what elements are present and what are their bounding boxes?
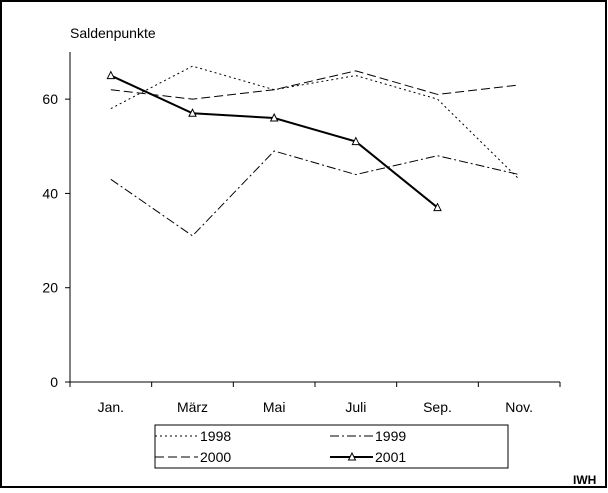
x-tick-label: Mai bbox=[263, 399, 286, 415]
point-marker bbox=[106, 70, 116, 80]
legend-label: 2000 bbox=[200, 449, 231, 465]
legend-label: 1999 bbox=[375, 428, 406, 444]
point-marker bbox=[351, 136, 361, 146]
legend-box bbox=[154, 424, 509, 469]
point-marker bbox=[188, 108, 197, 117]
source: IWH bbox=[573, 473, 596, 487]
x-tick-label: Jan. bbox=[98, 399, 124, 415]
x-tick-label: Juli bbox=[345, 399, 366, 415]
series-line bbox=[110, 150, 520, 237]
legend-label: 1998 bbox=[200, 428, 231, 444]
point-marker bbox=[433, 202, 442, 212]
series-line bbox=[110, 65, 520, 180]
x-tick-label: März bbox=[177, 399, 208, 415]
y-tick-label: 20 bbox=[42, 280, 58, 296]
y-tick-label: 60 bbox=[42, 91, 58, 107]
series-line bbox=[110, 70, 520, 100]
y-tick-label: 40 bbox=[42, 185, 58, 201]
y-axis-label: Saldenpunkte bbox=[70, 25, 156, 41]
legend-marker bbox=[347, 451, 357, 461]
y-tick-label: 0 bbox=[50, 374, 58, 390]
x-tick-label: Nov. bbox=[505, 399, 533, 415]
point-marker bbox=[269, 112, 279, 122]
x-tick-label: Sep. bbox=[423, 399, 452, 415]
legend-label: 2001 bbox=[375, 449, 406, 465]
series-line bbox=[110, 74, 439, 209]
